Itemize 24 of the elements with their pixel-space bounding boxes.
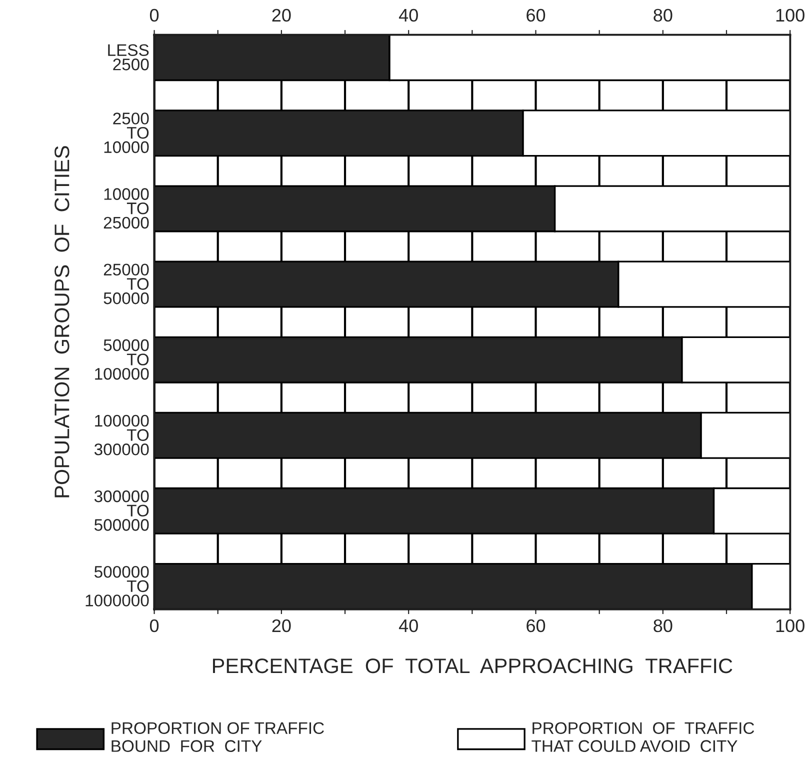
y-tick-label: 100000 TO 300000 (94, 414, 149, 456)
y-tick-label: 300000 TO 500000 (94, 490, 149, 531)
y-tick-label: 2500 TO 10000 (104, 112, 149, 154)
y-tick-label: 50000 TO 100000 (95, 339, 149, 380)
x-axis-title: PERCENTAGE OF TOTAL APPROACHING TRAFFIC (213, 658, 732, 674)
y-tick-label: 25000 TO 50000 (104, 264, 149, 304)
x-tick-label: 100 (776, 619, 804, 632)
y-tick-label: 500000 TO 1000000 (86, 566, 149, 606)
y-tick-label: 10000 TO 25000 (104, 188, 149, 229)
x2-tick-label: 20 (272, 8, 291, 22)
x-tick-label: 40 (398, 619, 418, 632)
legend-label: PROPORTION OF TRAFFIC BOUND FOR CITY (112, 722, 324, 752)
x-tick-label: 20 (272, 619, 291, 632)
legend-label: PROPORTION OF TRAFFIC THAT COULD AVOID CITY (532, 722, 754, 752)
x-tick-label: 60 (526, 619, 546, 632)
x2-tick-label: 60 (526, 8, 546, 22)
x-tick-label: 80 (654, 619, 672, 632)
x-tick-label: 0 (150, 619, 159, 632)
x2-tick-label: 40 (398, 8, 418, 22)
x2-tick-label: 100 (776, 8, 804, 22)
x2-tick-label: 80 (654, 8, 672, 22)
y-tick-label: LESS 2500 (108, 44, 149, 70)
x2-tick-label: 0 (150, 8, 159, 22)
y-axis-title: POPULATION GROUPS OF CITIES (54, 146, 70, 498)
